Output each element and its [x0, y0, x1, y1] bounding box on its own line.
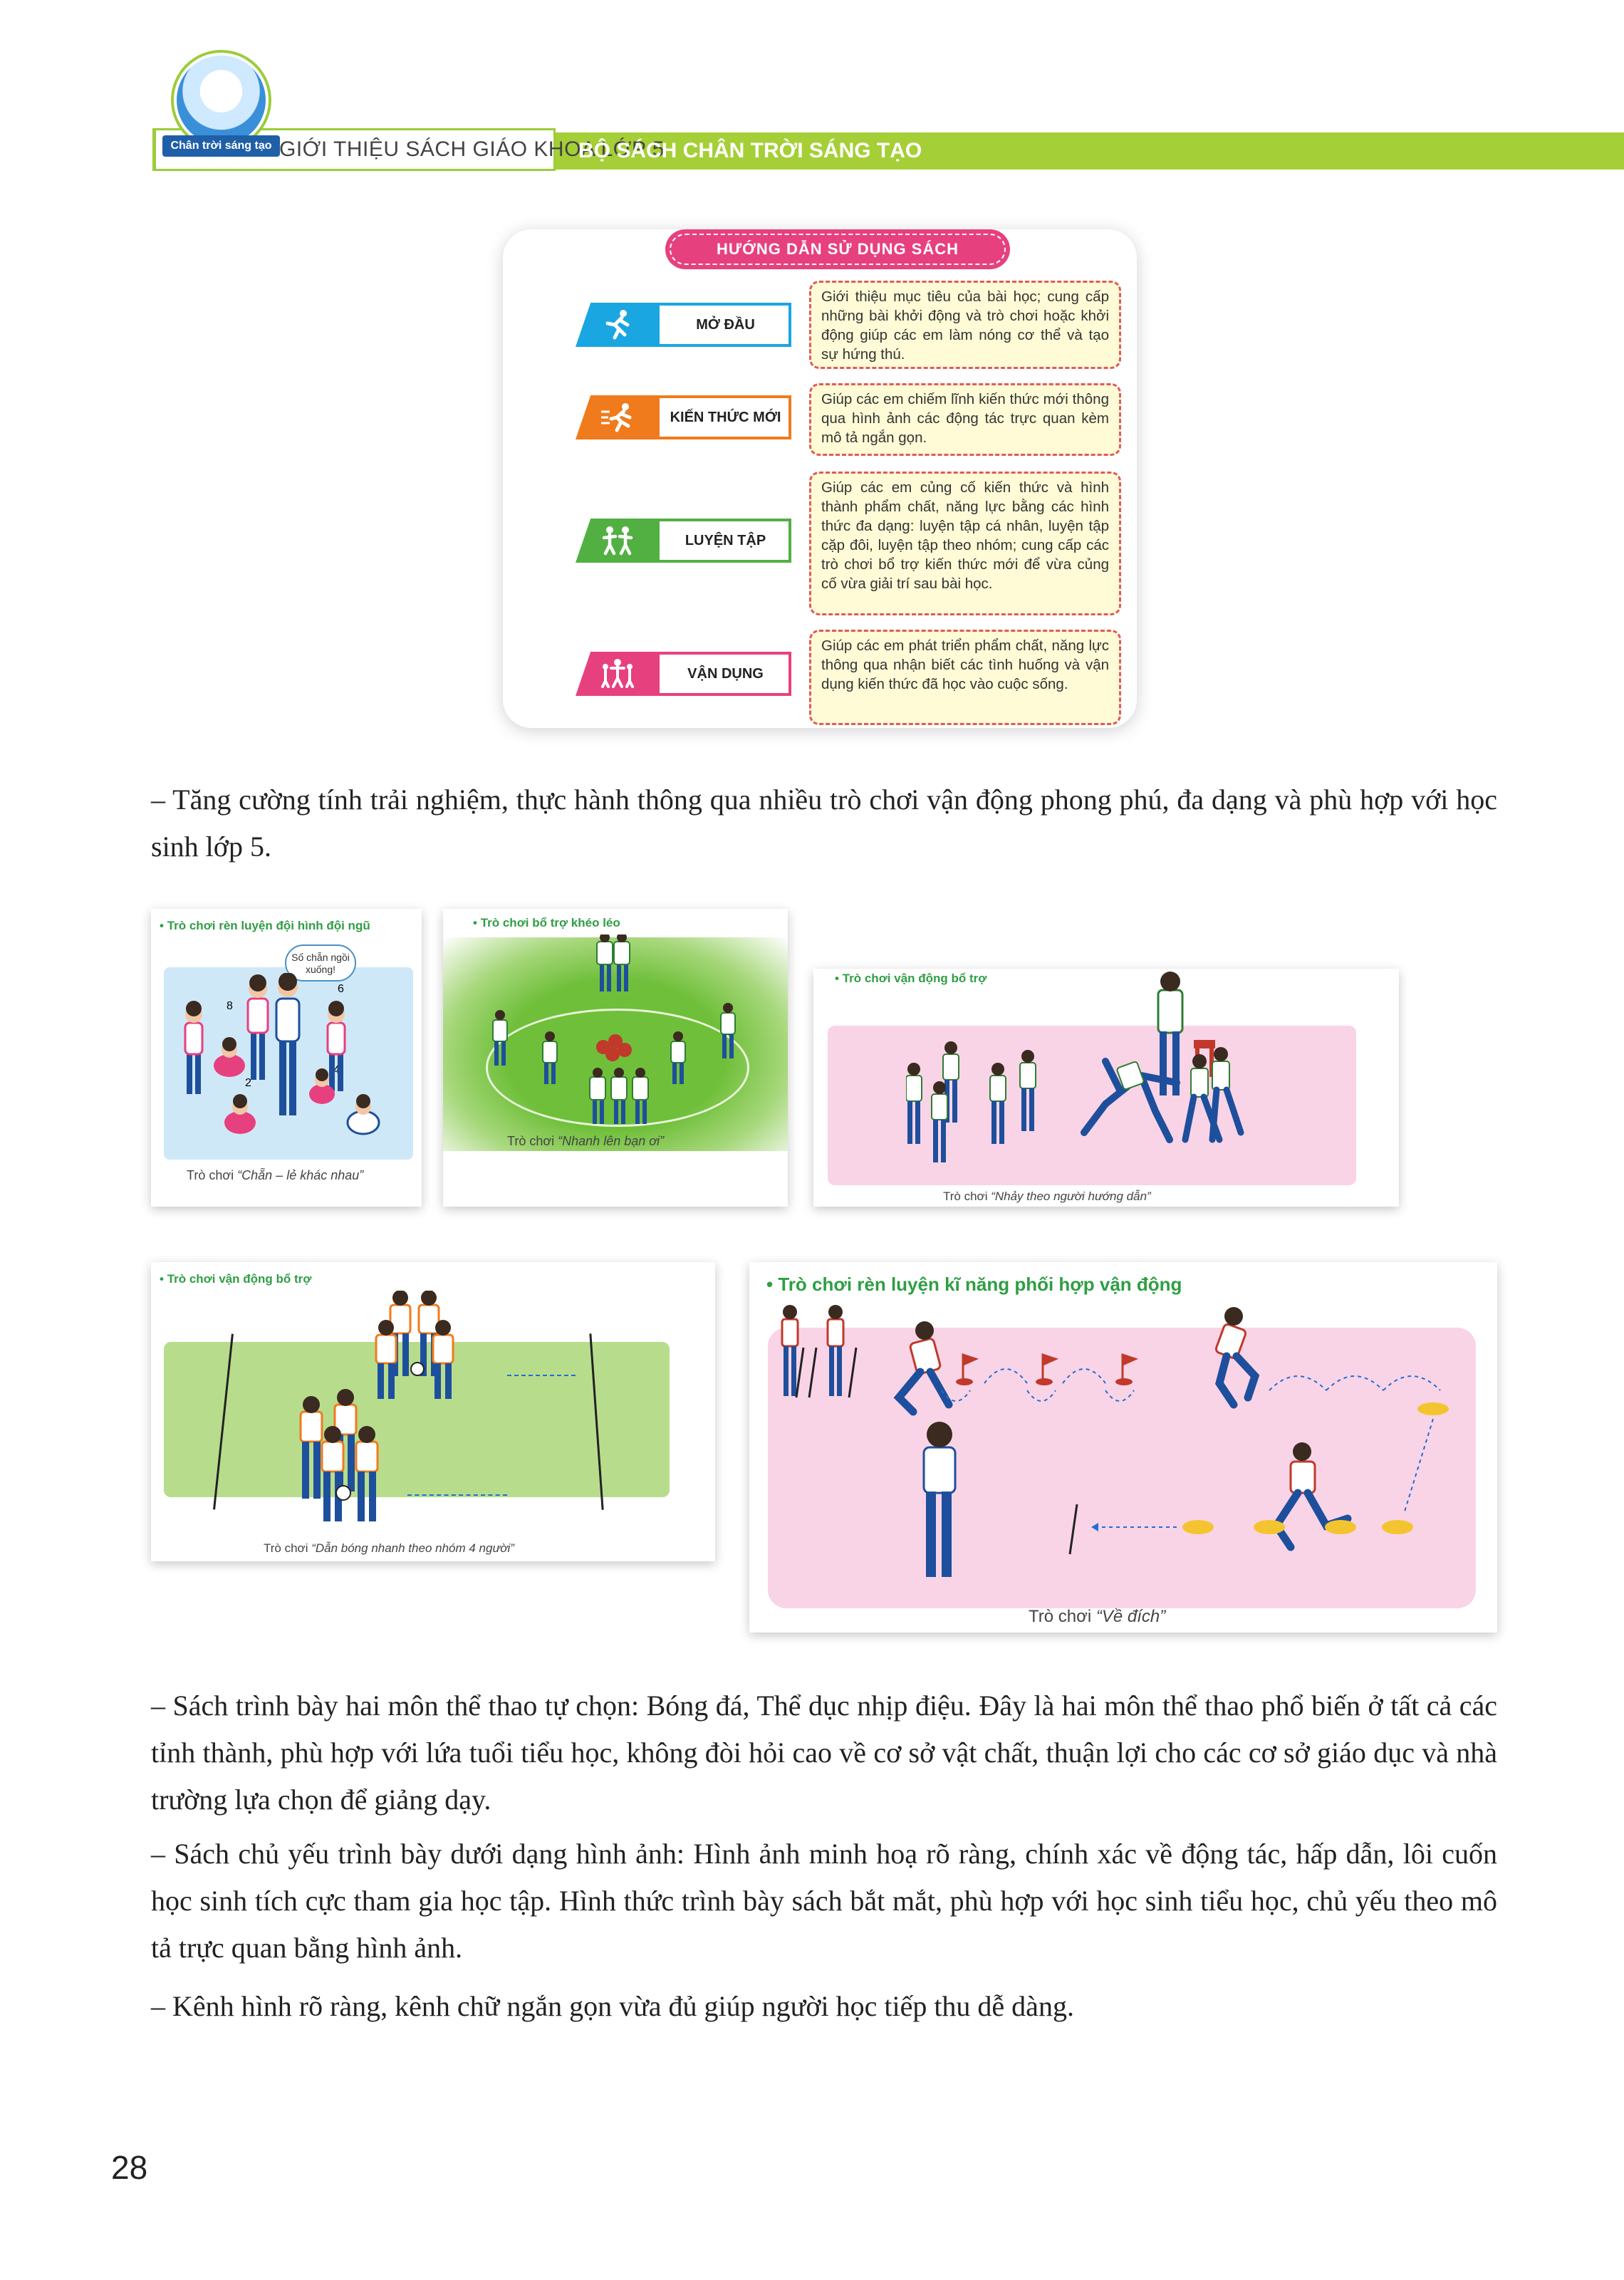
- illustration-panel-chan-le: Trò chơi rèn luyện đội hình đội ngũ Số c…: [151, 909, 422, 1207]
- section-description: Giúp các em củng cố kiến thức và hình th…: [809, 472, 1121, 615]
- illustration-panel-ve-dich: Trò chơi rèn luyện kĩ năng phối hợp vận …: [749, 1262, 1497, 1633]
- header-right-bar: [556, 132, 1624, 170]
- panel-title: Trò chơi bổ trợ khéo léo: [473, 916, 620, 930]
- section-description: Giúp các em chiếm lĩnh kiến thức mới thô…: [809, 383, 1121, 456]
- page-number: 28: [111, 2149, 148, 2186]
- header-left-title: GIỚI THIỆU SÁCH GIÁO KHOA LỚP 5: [279, 137, 665, 161]
- section-description: Giới thiệu mục tiêu của bài học; cung cấ…: [809, 281, 1121, 369]
- running-person-icon: [576, 303, 660, 347]
- field-circle: [486, 1009, 749, 1127]
- number-label: 6: [338, 983, 344, 995]
- number-label: 8: [227, 1000, 233, 1012]
- student-figure-group: [906, 969, 1333, 1182]
- panel-title: Trò chơi vận động bổ trợ: [160, 1272, 312, 1286]
- student-figure-group: [464, 935, 771, 1141]
- group-people-icon: [576, 652, 660, 696]
- direction-arrow: [507, 1375, 576, 1376]
- student-figure-group: [172, 973, 407, 1151]
- paragraph-sports: – Sách trình bày hai môn thể thao tự chọ…: [151, 1690, 1497, 1816]
- student-figure-group: [265, 1291, 521, 1533]
- panel-caption: Trò chơi “Nhảy theo người hướng dẫn”: [943, 1190, 1151, 1203]
- panel-title: Trò chơi rèn luyện kĩ năng phối hợp vận …: [766, 1274, 1182, 1296]
- illustration-panel-nhanh-len: Trò chơi bổ trợ khéo léo Trò chơi “Nhanh…: [443, 909, 788, 1207]
- exercising-people-icon: [576, 519, 660, 563]
- header-right-title: BỘ SÁCH CHÂN TRỜI SÁNG TẠO: [578, 139, 922, 162]
- publisher-logo-text: Chân trời sáng tạo: [162, 135, 280, 157]
- panel-title: Trò chơi vận động bổ trợ: [835, 972, 987, 986]
- paragraph-images: – Sách chủ yếu trình bày dưới dạng hình …: [151, 1838, 1497, 1964]
- illustration-panel-nhay-theo: Trò chơi vận động bổ trợ Trò chơi “Nhảy …: [813, 969, 1399, 1207]
- student-figure-group: [778, 1298, 1476, 1611]
- publisher-logo: [177, 56, 266, 145]
- illustration-panel-dan-bong: Trò chơi vận động bổ trợ Trò chơi “Dẫn b…: [151, 1262, 715, 1561]
- panel-caption: Trò chơi “Về đích”: [1029, 1607, 1166, 1626]
- panel-caption: Trò chơi “Chẵn – lẻ khác nhau”: [187, 1168, 364, 1182]
- panel-caption: Trò chơi “Dẫn bóng nhanh theo nhóm 4 ngư…: [264, 1541, 514, 1555]
- direction-arrow: [407, 1494, 507, 1496]
- guide-title: HƯỚNG DẪN SỬ DỤNG SÁCH: [665, 229, 1010, 269]
- sprinting-person-icon: [576, 395, 660, 439]
- panel-title: Trò chơi rèn luyện đội hình đội ngũ: [160, 919, 370, 933]
- number-label: 2: [245, 1077, 251, 1089]
- number-label: 4: [333, 1064, 340, 1076]
- paragraph-experience: – Tăng cường tính trải nghiệm, thực hành…: [151, 784, 1497, 863]
- speech-bubble: Số chẵn ngồi xuống!: [285, 944, 356, 982]
- panel-caption: Trò chơi “Nhanh lên bạn ơi”: [507, 1134, 665, 1148]
- paragraph-channels: – Kênh hình rõ ràng, kênh chữ ngắn gọn v…: [151, 1990, 1074, 2022]
- section-description: Giúp các em phát triển phẩm chất, năng l…: [809, 630, 1121, 725]
